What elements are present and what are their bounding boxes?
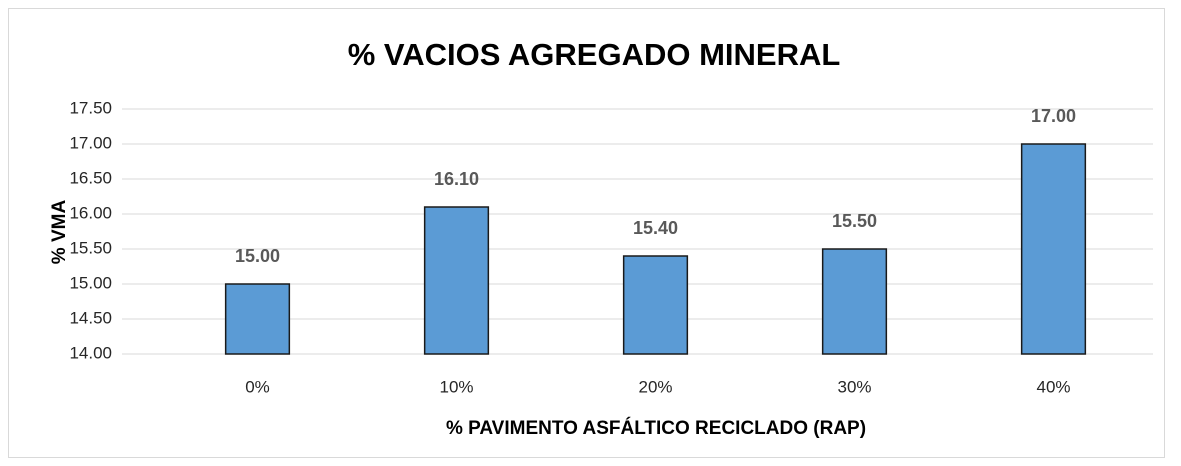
x-axis-label: % PAVIMENTO ASFÁLTICO RECICLADO (RAP) xyxy=(446,417,866,439)
y-tick-label: 15.50 xyxy=(69,238,112,257)
value-label: 15.00 xyxy=(235,246,280,266)
bar xyxy=(423,206,490,355)
x-tick-label: 30% xyxy=(837,377,871,396)
x-tick-label: 10% xyxy=(439,377,473,396)
bar xyxy=(224,283,291,355)
y-tick-label: 14.00 xyxy=(69,343,112,362)
value-label: 17.00 xyxy=(1031,106,1076,126)
y-tick-label: 15.00 xyxy=(69,273,112,292)
y-tick-label: 17.50 xyxy=(69,98,112,117)
bar xyxy=(821,248,888,355)
y-tick-label: 17.00 xyxy=(69,133,112,152)
x-tick-label: 0% xyxy=(245,377,270,396)
value-label: 16.10 xyxy=(434,169,479,189)
bar xyxy=(622,255,689,355)
y-tick-label: 16.00 xyxy=(69,203,112,222)
y-tick-label: 16.50 xyxy=(69,168,112,187)
bar xyxy=(1020,143,1087,355)
x-tick-label: 20% xyxy=(638,377,672,396)
chart-title: % VACIOS AGREGADO MINERAL xyxy=(348,37,841,72)
value-label: 15.50 xyxy=(832,211,877,231)
x-tick-label: 40% xyxy=(1036,377,1070,396)
y-tick-label: 14.50 xyxy=(69,308,112,327)
chart-border xyxy=(8,8,1165,458)
value-label: 15.40 xyxy=(633,218,678,238)
y-axis-label: % VMA xyxy=(49,200,70,265)
